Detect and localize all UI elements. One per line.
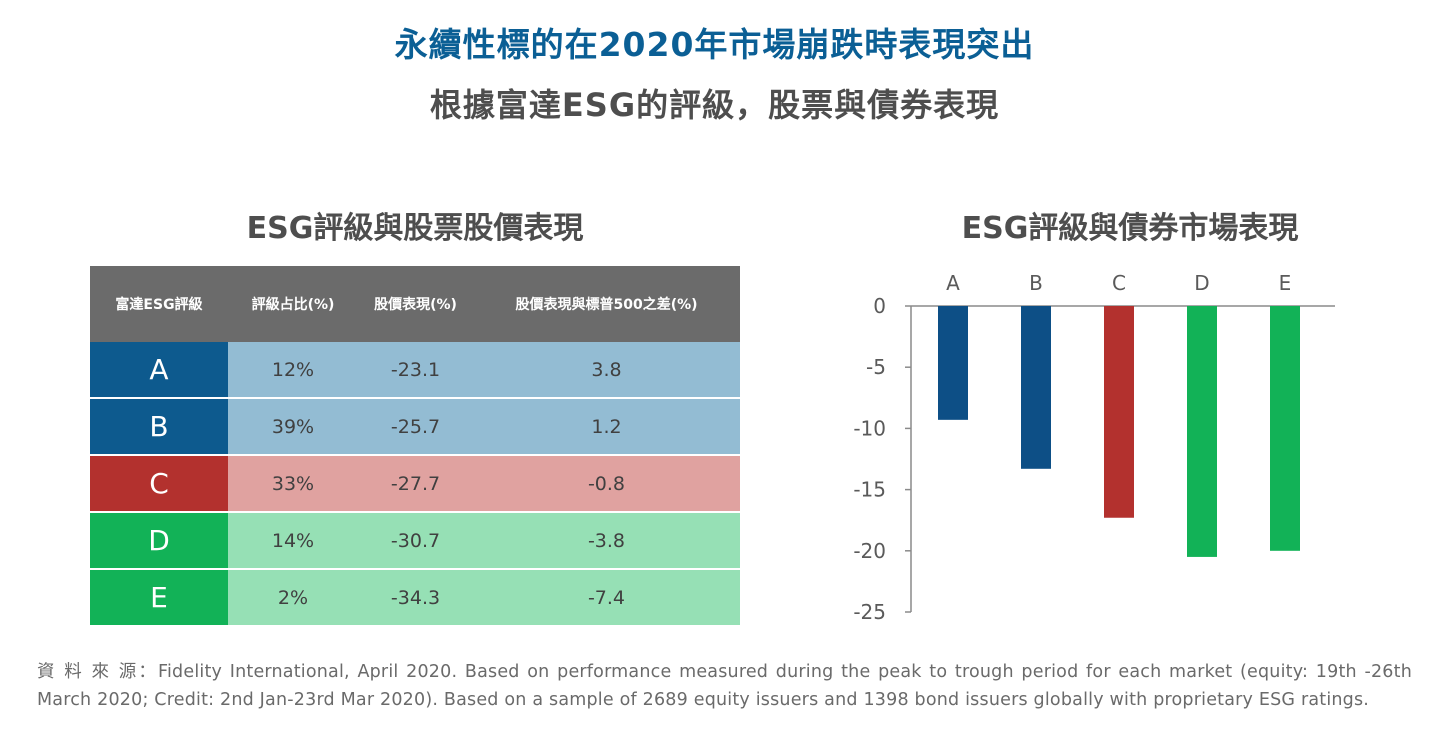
- y-tick-label: -25: [853, 600, 886, 624]
- table-row: D 14% -30.7 -3.8: [90, 512, 740, 570]
- y-tick-label: -20: [853, 539, 886, 563]
- category-label: B: [1029, 271, 1043, 295]
- bar-d: [1187, 306, 1217, 557]
- rating-cell: E: [90, 569, 228, 627]
- column-header-diff: 股價表現與標普500之差(%): [473, 266, 740, 342]
- page-subtitle: 根據富達ESG的評級，股票與債券表現: [429, 86, 1000, 124]
- bond-chart: 0 -5 -10 -15 -20 -25 A B C D E: [853, 271, 1335, 624]
- table-title: ESG評級與股票股價表現: [246, 211, 584, 246]
- bar-e: [1270, 306, 1300, 551]
- page-title: 永續性標的在2020年市場崩跌時表現突出: [394, 25, 1035, 64]
- table-row: B 39% -25.7 1.2: [90, 398, 740, 456]
- rating-cell: D: [90, 512, 228, 570]
- chart-title: ESG評級與債券市場表現: [961, 211, 1299, 246]
- diff-cell: -0.8: [473, 455, 740, 513]
- column-header-share: 評級占比(%): [228, 266, 358, 342]
- rating-cell: A: [90, 342, 228, 399]
- y-tick-label: -5: [866, 355, 886, 379]
- share-cell: 12%: [228, 342, 358, 399]
- bar-a: [938, 306, 968, 420]
- esg-equity-table: 富達ESG評級 評級占比(%) 股價表現(%) 股價表現與標普500之差(%) …: [90, 266, 740, 627]
- y-tick-label: -15: [853, 478, 886, 502]
- performance-cell: -23.1: [358, 342, 473, 399]
- rating-cell: C: [90, 455, 228, 513]
- category-label: E: [1279, 271, 1292, 295]
- y-tick-label: 0: [873, 294, 886, 318]
- table-row: C 33% -27.7 -0.8: [90, 455, 740, 513]
- source-note: 資 料 來 源：Fidelity International, April 20…: [37, 662, 1412, 710]
- table-row: E 2% -34.3 -7.4: [90, 569, 740, 627]
- table-row: A 12% -23.1 3.8: [90, 342, 740, 399]
- share-cell: 14%: [228, 512, 358, 570]
- bar-b: [1021, 306, 1051, 469]
- share-cell: 2%: [228, 569, 358, 627]
- column-header-rating: 富達ESG評級: [90, 266, 228, 342]
- diff-cell: 3.8: [473, 342, 740, 399]
- diff-cell: 1.2: [473, 398, 740, 456]
- share-cell: 33%: [228, 455, 358, 513]
- bar-c: [1104, 306, 1134, 518]
- performance-cell: -27.7: [358, 455, 473, 513]
- category-label: D: [1194, 271, 1209, 295]
- y-tick-label: -10: [853, 416, 886, 440]
- column-header-performance: 股價表現(%): [358, 266, 473, 342]
- diff-cell: -7.4: [473, 569, 740, 627]
- diff-cell: -3.8: [473, 512, 740, 570]
- performance-cell: -30.7: [358, 512, 473, 570]
- category-label: C: [1112, 271, 1126, 295]
- rating-cell: B: [90, 398, 228, 456]
- share-cell: 39%: [228, 398, 358, 456]
- performance-cell: -25.7: [358, 398, 473, 456]
- table-header-row: 富達ESG評級 評級占比(%) 股價表現(%) 股價表現與標普500之差(%): [90, 266, 740, 342]
- performance-cell: -34.3: [358, 569, 473, 627]
- category-label: A: [946, 271, 960, 295]
